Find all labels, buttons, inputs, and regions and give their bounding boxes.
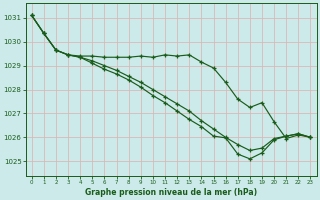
X-axis label: Graphe pression niveau de la mer (hPa): Graphe pression niveau de la mer (hPa) (85, 188, 257, 197)
